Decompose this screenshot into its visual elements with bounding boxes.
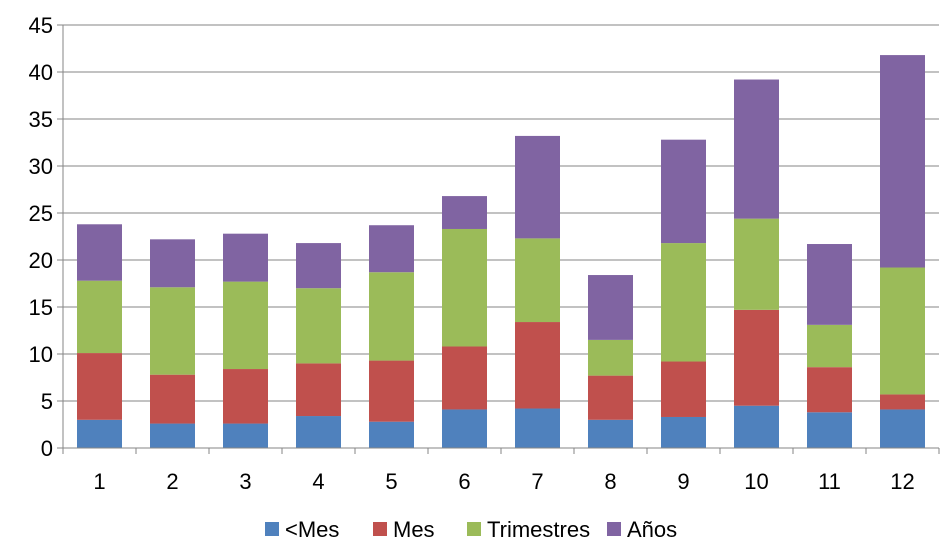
bar-segment-1 [588, 419, 633, 448]
x-tick-label: 4 [312, 469, 324, 494]
bar-segment-2 [77, 353, 122, 420]
y-tick-label: 45 [29, 13, 53, 38]
bar-segment-2 [223, 369, 268, 424]
bar-segment-2 [150, 374, 195, 424]
bar-segment-1 [77, 419, 122, 448]
y-tick-label: 0 [41, 436, 53, 461]
bar-segment-3 [807, 324, 852, 368]
legend-label-1: <Mes [285, 517, 339, 542]
bars [77, 55, 925, 448]
y-tick-label: 30 [29, 154, 53, 179]
bar-segment-3 [77, 280, 122, 354]
bar-segment-1 [369, 421, 414, 448]
bar-segment-3 [223, 281, 268, 370]
bar-segment-4 [442, 196, 487, 229]
y-tick-label: 5 [41, 389, 53, 414]
legend-label-2: Mes [393, 517, 435, 542]
bar-segment-1 [442, 409, 487, 448]
bar-segment-2 [734, 309, 779, 406]
x-tick-label: 3 [239, 469, 251, 494]
bar-segment-3 [661, 243, 706, 362]
x-tick-label: 5 [385, 469, 397, 494]
bar-segment-4 [734, 79, 779, 219]
gridlines [63, 24, 939, 402]
x-tick-label: 10 [744, 469, 768, 494]
y-tick-label: 20 [29, 248, 53, 273]
bar-segment-3 [369, 272, 414, 361]
bar-segment-2 [442, 346, 487, 410]
x-tick-label: 8 [604, 469, 616, 494]
bar-segment-2 [880, 394, 925, 410]
bar-segment-2 [369, 360, 414, 422]
bar-segment-1 [880, 409, 925, 448]
legend-label-4: Años [627, 517, 677, 542]
bar-segment-2 [661, 361, 706, 417]
bar-segment-4 [223, 233, 268, 282]
bar-segment-2 [515, 322, 560, 409]
legend-swatch-3 [467, 522, 481, 536]
x-tick-label: 11 [818, 469, 841, 494]
y-tick-label: 40 [29, 60, 53, 85]
y-tick-label: 15 [29, 295, 53, 320]
x-tick-label: 1 [93, 469, 105, 494]
legend-swatch-1 [265, 522, 279, 536]
bar-segment-2 [296, 363, 341, 417]
bar-segment-1 [661, 416, 706, 448]
bar-segment-4 [515, 135, 560, 239]
y-tick-label: 35 [29, 107, 53, 132]
bar-segment-3 [296, 288, 341, 364]
bar-segment-2 [588, 375, 633, 420]
bar-segment-4 [807, 244, 852, 325]
bar-segment-1 [296, 416, 341, 448]
x-tick-label: 2 [166, 469, 178, 494]
y-tick-label: 25 [29, 201, 53, 226]
x-tick-label: 9 [677, 469, 689, 494]
x-tick-labels: 1 2 3 4 5 6 7 8 9 10 11 12 [62, 448, 940, 494]
bar-segment-4 [150, 239, 195, 288]
y-tick-label: 10 [29, 342, 53, 367]
bar-segment-1 [223, 423, 268, 448]
bar-segment-3 [734, 218, 779, 310]
bar-segment-4 [880, 55, 925, 268]
bar-segment-1 [807, 412, 852, 448]
x-tick-label: 12 [890, 469, 914, 494]
bar-segment-4 [661, 139, 706, 244]
bar-segment-4 [77, 224, 122, 281]
bar-segment-2 [807, 367, 852, 413]
legend-label-3: Trimestres [487, 517, 590, 542]
bar-segment-4 [588, 275, 633, 340]
bar-segment-4 [296, 243, 341, 289]
x-tick-label: 7 [531, 469, 543, 494]
bar-segment-1 [734, 405, 779, 448]
x-tick-label: 6 [458, 469, 470, 494]
legend-swatch-2 [373, 522, 387, 536]
bar-segment-1 [515, 408, 560, 448]
y-tick-labels: 0 5 10 15 20 25 30 35 40 45 [29, 13, 63, 461]
bar-segment-1 [150, 423, 195, 448]
bar-segment-3 [880, 267, 925, 395]
bar-segment-4 [369, 225, 414, 273]
bar-segment-3 [442, 228, 487, 347]
bar-segment-3 [515, 238, 560, 323]
bar-segment-3 [150, 287, 195, 375]
bar-segment-3 [588, 339, 633, 376]
legend-swatch-4 [607, 522, 621, 536]
legend: <Mes Mes Trimestres Años [265, 517, 677, 542]
